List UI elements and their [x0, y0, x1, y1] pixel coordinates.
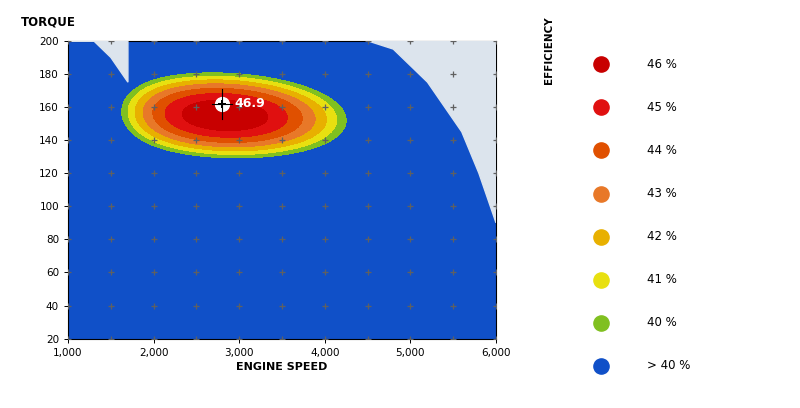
Text: 42 %: 42 % [647, 230, 677, 243]
Text: 45 %: 45 % [647, 101, 677, 114]
Text: EFFICIENCY: EFFICIENCY [545, 16, 554, 84]
Text: 41 %: 41 % [647, 273, 677, 286]
Text: 40 %: 40 % [647, 316, 677, 329]
Text: 44 %: 44 % [647, 144, 677, 157]
Text: 46.9: 46.9 [235, 97, 266, 110]
Text: 46 %: 46 % [647, 58, 677, 71]
Polygon shape [68, 41, 128, 82]
Polygon shape [368, 41, 496, 223]
Text: TORQUE: TORQUE [21, 16, 76, 29]
Text: 43 %: 43 % [647, 187, 677, 200]
X-axis label: ENGINE SPEED: ENGINE SPEED [236, 362, 328, 372]
Text: > 40 %: > 40 % [647, 359, 690, 372]
